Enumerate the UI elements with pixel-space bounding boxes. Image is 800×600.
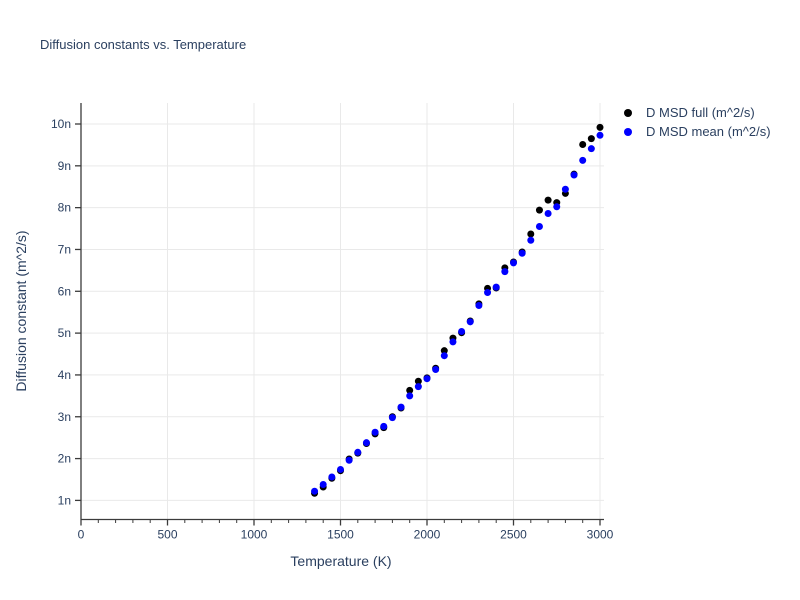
data-point-mean (535, 222, 543, 230)
data-point-mean (362, 439, 370, 447)
data-point-mean (544, 209, 552, 217)
x-tick-label: 3000 (587, 528, 614, 542)
data-point-mean (484, 289, 492, 297)
data-point-mean (406, 392, 414, 400)
x-tick-label: 1000 (241, 528, 268, 542)
data-point-mean (449, 338, 457, 346)
data-point-mean (432, 365, 440, 373)
legend-item-d-msd-mean[interactable]: D MSD mean (m^2/s) (620, 122, 771, 141)
y-tick-label: 5n (58, 326, 71, 340)
y-tick-label: 4n (58, 368, 71, 382)
data-point-mean (354, 448, 362, 456)
data-point-full (579, 140, 587, 148)
legend-label-full: D MSD full (m^2/s) (646, 105, 755, 120)
x-axis-title: Temperature (K) (290, 553, 392, 569)
x-tick-label: 0 (78, 528, 85, 542)
data-point-mean (466, 318, 474, 326)
data-point-full (544, 196, 552, 204)
data-point-mean (319, 481, 327, 489)
data-point-mean (423, 375, 431, 383)
y-tick-label: 7n (58, 242, 71, 256)
mean-series-marker-icon (624, 127, 632, 136)
y-tick-label: 2n (58, 452, 71, 466)
data-point-mean (518, 249, 526, 257)
data-point-full (596, 123, 604, 131)
data-point-mean (570, 171, 578, 179)
chart-title: Diffusion constants vs. Temperature (40, 37, 247, 52)
data-point-full (587, 135, 595, 143)
data-point-mean (380, 422, 388, 430)
x-tick-label: 2500 (500, 528, 527, 542)
x-tick-label: 2000 (414, 528, 441, 542)
y-tick-label: 3n (58, 410, 71, 424)
y-tick-label: 9n (58, 159, 71, 173)
legend-item-d-msd-full[interactable]: D MSD full (m^2/s) (620, 103, 771, 122)
y-tick-label: 6n (58, 284, 71, 298)
x-tick-label: 1500 (327, 528, 354, 542)
data-point-mean (553, 203, 561, 211)
full-series-marker-icon (624, 108, 632, 117)
data-point-mean (501, 268, 509, 276)
x-tick-label: 500 (157, 528, 177, 542)
data-point-mean (345, 456, 353, 464)
data-point-mean (587, 145, 595, 153)
data-point-mean (414, 383, 422, 391)
data-point-mean (371, 428, 379, 436)
data-point-mean (596, 131, 604, 139)
data-point-mean (527, 236, 535, 244)
data-point-mean (475, 302, 483, 310)
legend: D MSD full (m^2/s) D MSD mean (m^2/s) (620, 103, 771, 141)
data-point-mean (579, 156, 587, 164)
y-tick-label: 10n (51, 117, 71, 131)
data-point-mean (311, 487, 319, 495)
y-axis-title: Diffusion constant (m^2/s) (13, 230, 29, 392)
data-point-mean (440, 352, 448, 360)
data-point-full (406, 386, 414, 394)
y-tick-label: 1n (58, 493, 71, 507)
data-point-full (535, 206, 543, 214)
data-point-full (414, 377, 422, 385)
data-point-full (527, 230, 535, 238)
data-point-mean (337, 465, 344, 473)
data-point-mean (510, 259, 517, 267)
legend-label-mean: D MSD mean (m^2/s) (646, 124, 771, 139)
data-point-mean (458, 327, 466, 335)
data-point-mean (328, 473, 336, 481)
y-tick-label: 8n (58, 201, 71, 215)
data-point-mean (492, 283, 500, 291)
data-point-mean (388, 414, 396, 422)
data-point-mean (397, 403, 405, 411)
data-point-full (440, 347, 448, 355)
data-point-mean (561, 185, 569, 193)
